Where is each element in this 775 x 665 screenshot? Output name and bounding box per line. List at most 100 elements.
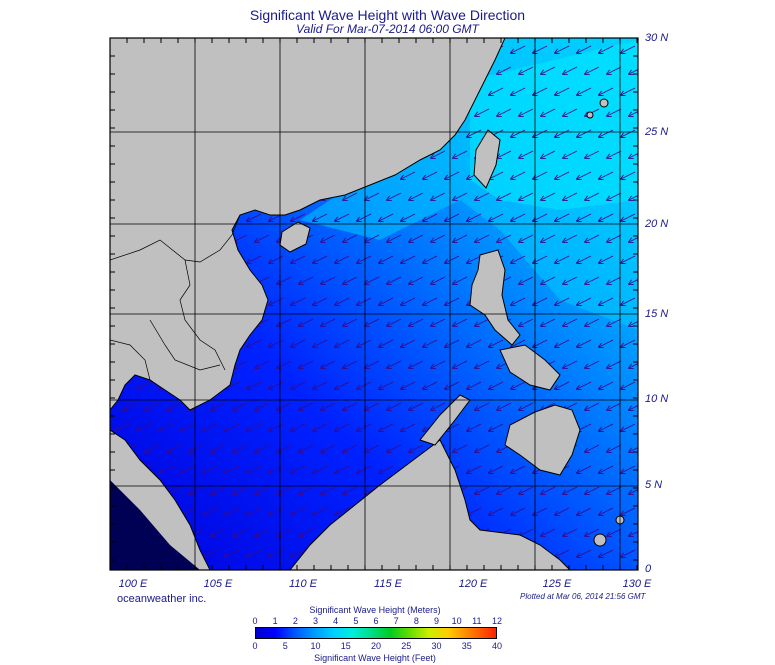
colorbar-meters-tick: 1 xyxy=(272,616,278,626)
wave-arrow xyxy=(255,360,270,368)
wave-arrow xyxy=(291,465,306,473)
wave-arrow xyxy=(269,339,284,347)
wave-arrow xyxy=(277,444,292,452)
land-visayas xyxy=(499,344,561,391)
wave-arrow xyxy=(313,213,328,221)
wave-arrow xyxy=(423,171,438,179)
wave-arrow xyxy=(453,444,468,452)
colorbar-feet-tick: 10 xyxy=(310,641,321,651)
wave-arrow xyxy=(247,465,262,473)
wave-arrow xyxy=(255,486,270,494)
wave-arrow xyxy=(431,318,446,326)
wave-arrow xyxy=(277,360,292,368)
wave-arrow xyxy=(629,152,638,158)
wave-arrow xyxy=(563,66,578,74)
wave-arrow xyxy=(299,528,314,536)
colorbar-meters-tick: 9 xyxy=(433,616,440,626)
wave-arrow xyxy=(321,444,336,452)
wave-arrow xyxy=(599,549,614,557)
wave-arrow xyxy=(607,108,622,116)
colorbar-feet-tick: 35 xyxy=(461,641,472,651)
wave-arrow xyxy=(621,507,636,515)
wave-arrow xyxy=(555,45,570,53)
wave-arrow xyxy=(621,381,636,389)
wave-arrow xyxy=(607,276,622,284)
wave-arrow xyxy=(225,381,240,389)
wave-arrow xyxy=(577,45,592,53)
wave-arrow xyxy=(203,465,218,473)
wave-arrow xyxy=(357,339,372,347)
lat-label-0: 0 xyxy=(645,563,652,575)
wave-arrow xyxy=(299,444,314,452)
wave-arrow xyxy=(621,549,636,557)
wave-arrow xyxy=(599,255,614,263)
wave-arrow xyxy=(233,360,248,368)
wave-arrow xyxy=(343,444,358,452)
wave-arrow xyxy=(585,444,600,452)
wave-arrow xyxy=(313,297,328,305)
wave-arrow xyxy=(277,528,292,536)
wave-arrow xyxy=(621,171,636,179)
wave-arrow xyxy=(599,87,614,95)
wave-arrow xyxy=(387,192,402,200)
wave-arrow xyxy=(203,549,218,557)
wave-arrow xyxy=(621,87,636,95)
wave-arrow xyxy=(497,402,512,410)
wave-arrow xyxy=(409,444,424,452)
wave-arrow xyxy=(357,465,372,473)
wave-arrow xyxy=(445,255,460,263)
colorbar-meters-tick: 12 xyxy=(491,616,503,626)
wave-arrow xyxy=(475,402,490,410)
wave-arrow xyxy=(585,360,600,368)
wave-arrow xyxy=(343,360,358,368)
land-luzon xyxy=(469,249,521,346)
wave-arrow xyxy=(629,236,638,242)
wave-arrow xyxy=(599,465,614,473)
wave-arrow xyxy=(379,297,394,305)
wave-arrow xyxy=(585,528,600,536)
wave-arrow xyxy=(621,255,636,263)
wave-arrow xyxy=(255,528,270,536)
wave-arrow xyxy=(357,255,372,263)
wave-arrow xyxy=(577,213,592,221)
wave-arrow xyxy=(519,150,534,158)
colorbar-meters-title: Significant Wave Height (Meters) xyxy=(309,605,441,615)
wave-arrow xyxy=(555,507,570,515)
wave-arrow xyxy=(541,234,556,242)
wave-arrow xyxy=(233,402,248,410)
wave-arrow xyxy=(255,402,270,410)
wave-arrow xyxy=(255,444,270,452)
wave-arrow xyxy=(453,276,468,284)
wave-arrow xyxy=(585,66,600,74)
wave-arrow xyxy=(225,507,240,515)
wave-arrow xyxy=(291,423,306,431)
wave-arrow xyxy=(335,465,350,473)
wave-arrow xyxy=(365,192,380,200)
wave-arrow xyxy=(555,297,570,305)
wave-arrow xyxy=(599,213,614,221)
wave-arrow xyxy=(365,360,380,368)
wave-arrow xyxy=(445,339,460,347)
wave-arrow xyxy=(599,171,614,179)
wave-arrow xyxy=(475,108,490,116)
wave-arrow xyxy=(387,402,402,410)
wave-arrow xyxy=(203,423,218,431)
wave-arrow xyxy=(489,171,504,179)
wave-arrow xyxy=(445,213,460,221)
wave-arrow xyxy=(225,549,240,557)
wave-arrow xyxy=(629,110,638,116)
wave-arrow xyxy=(453,360,468,368)
colorbar-meters-tick: 7 xyxy=(393,616,399,626)
lon-label-110e: 110 E xyxy=(289,578,317,590)
lon-label-125e: 125 E xyxy=(542,578,572,590)
wave-arrow xyxy=(335,255,350,263)
wave-arrow xyxy=(511,87,526,95)
wave-arrow xyxy=(365,234,380,242)
wave-arrow xyxy=(431,150,446,158)
wave-arrow xyxy=(497,108,512,116)
colorbar-meters-tick: 11 xyxy=(472,616,482,626)
wave-arrow xyxy=(555,339,570,347)
wave-arrow xyxy=(585,486,600,494)
wave-arrow xyxy=(299,276,314,284)
colorbar-meters-tick: 4 xyxy=(333,616,339,626)
